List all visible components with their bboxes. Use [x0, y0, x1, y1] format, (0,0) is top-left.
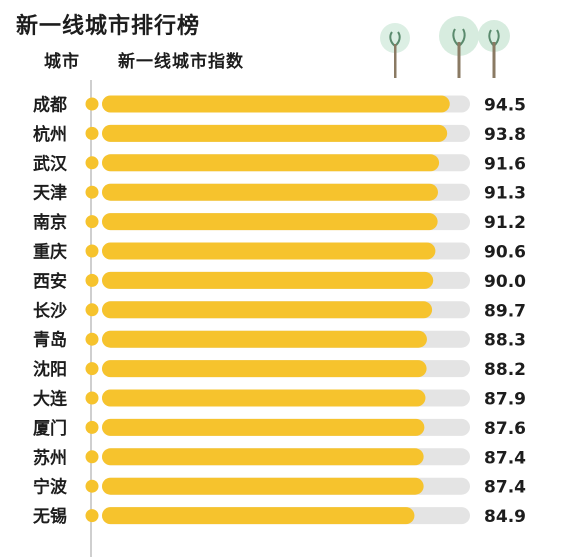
- row-dot: [85, 244, 99, 258]
- category-label: 武汉: [33, 153, 68, 174]
- city-column-header: 城市: [44, 52, 80, 72]
- category-label: 西安: [33, 271, 67, 292]
- row-dot: [85, 450, 99, 464]
- bar: [102, 154, 440, 172]
- row-dot: [85, 215, 99, 229]
- bar: [102, 448, 424, 466]
- bar: [102, 95, 450, 113]
- category-label: 大连: [33, 389, 68, 410]
- category-label: 杭州: [33, 124, 67, 145]
- trees-decoration: [380, 16, 510, 78]
- bar: [102, 507, 415, 525]
- value-label: 87.4: [484, 448, 526, 468]
- value-label: 88.2: [484, 360, 526, 380]
- value-label: 89.7: [484, 301, 526, 321]
- bar: [102, 360, 427, 378]
- category-label: 苏州: [33, 447, 67, 468]
- value-label: 91.6: [484, 154, 526, 174]
- index-column-header: 新一线城市指数: [118, 52, 244, 72]
- category-label: 长沙: [33, 300, 67, 321]
- bar: [102, 242, 436, 260]
- row-dot: [85, 332, 99, 346]
- category-label: 天津: [33, 183, 67, 204]
- bar: [102, 389, 426, 407]
- bar: [102, 477, 424, 495]
- bar: [102, 183, 438, 201]
- category-label: 沈阳: [33, 359, 67, 380]
- bar: [102, 330, 427, 348]
- tree-icon: [380, 23, 410, 78]
- category-label: 成都: [33, 95, 67, 116]
- category-label: 青岛: [33, 330, 67, 351]
- value-label: 91.3: [484, 184, 526, 204]
- row-dot: [85, 185, 99, 199]
- category-label: 重庆: [33, 242, 67, 263]
- value-label: 84.9: [484, 507, 526, 527]
- category-label: 南京: [33, 212, 67, 233]
- row-dot: [85, 126, 99, 140]
- timeline-axis: [90, 80, 92, 557]
- tree-icon: [478, 20, 510, 78]
- row-dot: [85, 156, 99, 170]
- row-dot: [85, 273, 99, 287]
- value-label: 90.6: [484, 243, 526, 263]
- bar: [102, 124, 448, 142]
- value-label: 87.9: [484, 390, 526, 410]
- bar: [102, 213, 438, 231]
- value-label: 91.2: [484, 213, 526, 233]
- category-label: 宁波: [33, 477, 68, 498]
- row-dot: [85, 479, 99, 493]
- value-label: 94.5: [484, 96, 526, 116]
- bar: [102, 301, 433, 319]
- value-label: 87.4: [484, 478, 526, 498]
- value-label: 90.0: [484, 272, 526, 292]
- value-label: 87.6: [484, 419, 526, 439]
- bar: [102, 418, 425, 436]
- row-dot: [85, 391, 99, 405]
- value-label: 93.8: [484, 125, 526, 145]
- category-label: 无锡: [32, 506, 67, 527]
- row-dot: [85, 509, 99, 523]
- bar: [102, 271, 434, 289]
- row-dot: [85, 420, 99, 434]
- value-label: 88.3: [484, 331, 526, 351]
- category-label: 厦门: [33, 418, 67, 439]
- page-title: 新一线城市排行榜: [16, 14, 201, 39]
- tree-icon: [439, 16, 479, 78]
- row-dot: [85, 303, 99, 317]
- row-dot: [85, 362, 99, 376]
- row-dot: [85, 97, 99, 111]
